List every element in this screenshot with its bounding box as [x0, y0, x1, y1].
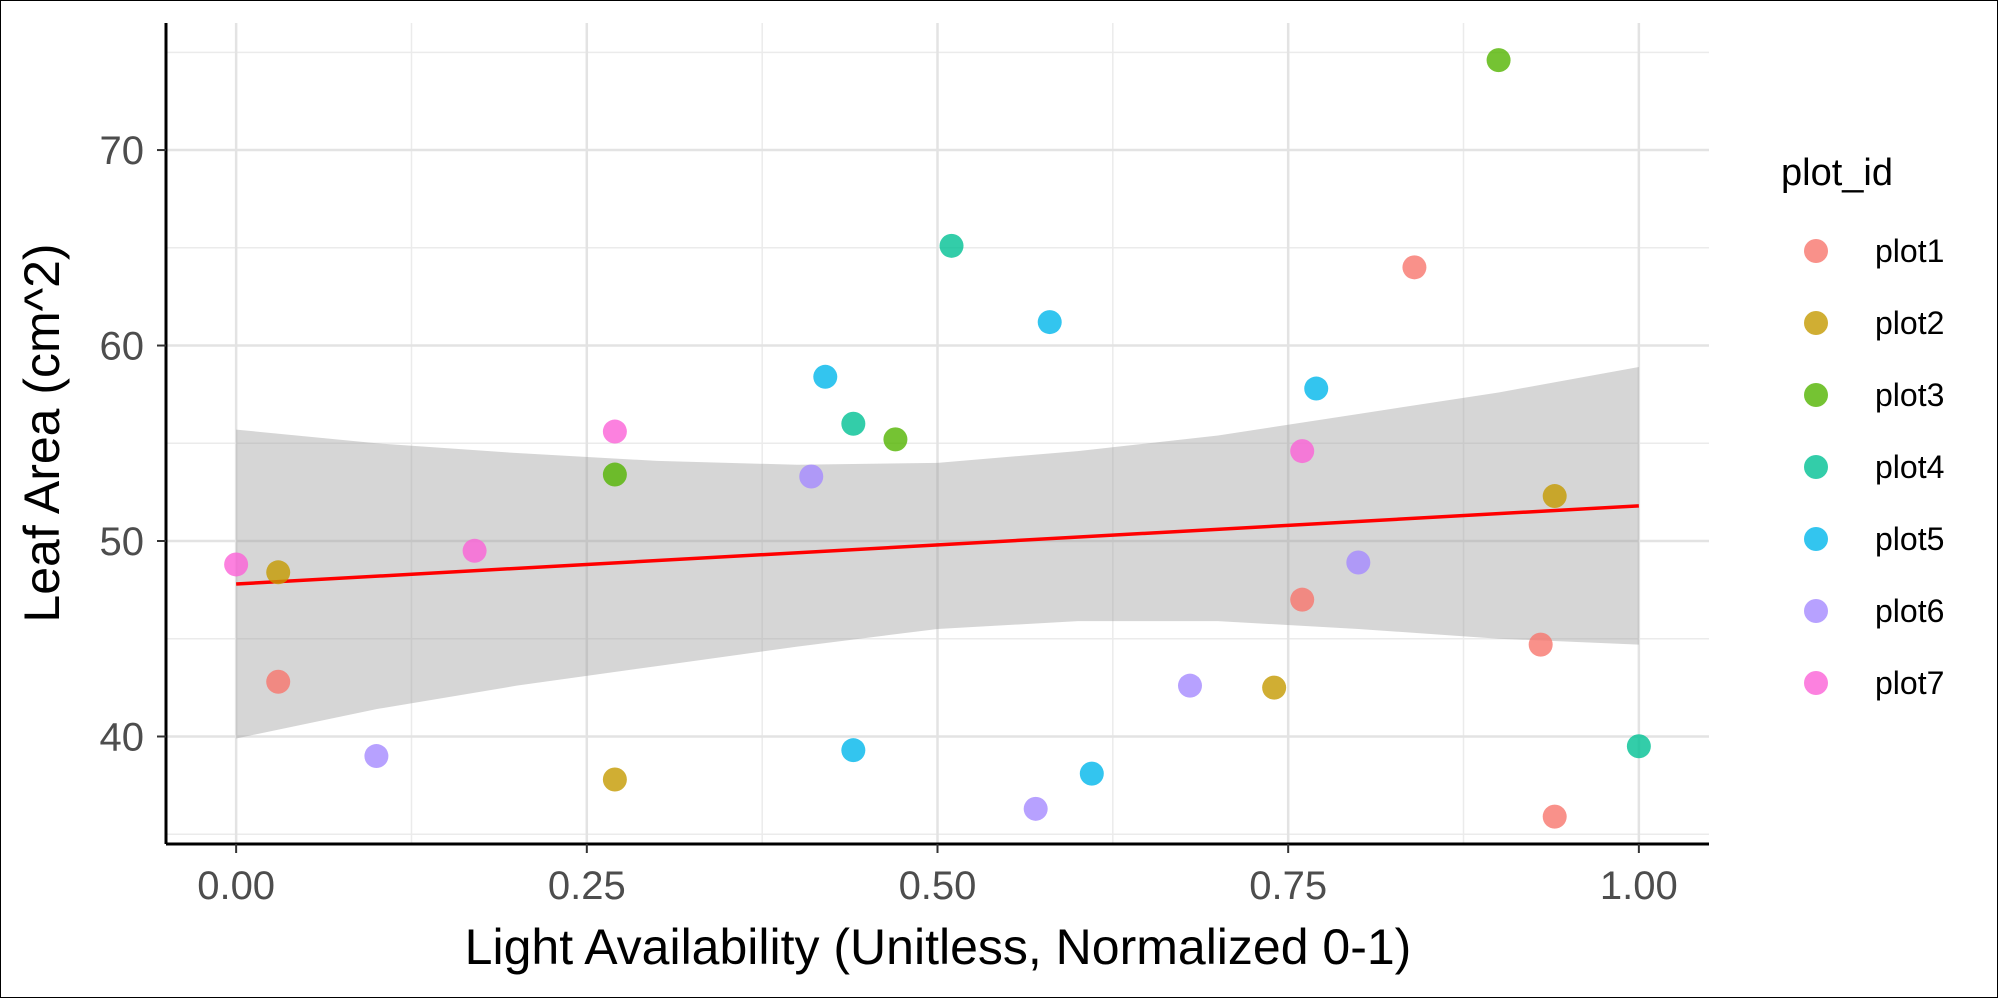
y-tick-label: 60 [100, 325, 145, 369]
data-point-plot7 [1290, 439, 1315, 464]
data-point-plot2 [1262, 675, 1287, 700]
data-point-plot1 [1542, 804, 1567, 829]
data-points [224, 48, 1651, 829]
data-point-plot3 [1486, 48, 1511, 73]
legend-key-plot5 [1804, 527, 1828, 551]
x-axis-title: Light Availability (Unitless, Normalized… [465, 919, 1412, 975]
legend-key-plot6 [1804, 599, 1828, 623]
y-tick-label: 70 [100, 129, 145, 173]
y-tick-label: 40 [100, 715, 145, 759]
data-point-plot1 [266, 669, 291, 694]
confidence-band-area [236, 367, 1639, 739]
legend-label-plot6: plot6 [1875, 593, 1944, 629]
legend: plot_id plot1 plot2 plot3 plot4 plot5 plot6 pl… [1781, 152, 1944, 701]
data-point-plot4 [1626, 734, 1651, 759]
confidence-band [236, 367, 1639, 739]
data-point-plot7 [224, 552, 249, 577]
legend-label-plot3: plot3 [1875, 377, 1944, 413]
legend-label-plot4: plot4 [1875, 449, 1944, 485]
regression-line [236, 504, 1639, 586]
legend-title: plot_id [1781, 152, 1893, 194]
data-point-plot7 [462, 538, 487, 563]
data-point-plot2 [602, 767, 627, 792]
data-point-plot4 [841, 411, 866, 436]
data-point-plot6 [799, 464, 824, 489]
x-tick-label: 0.75 [1249, 864, 1327, 908]
data-point-plot2 [1542, 484, 1567, 509]
data-point-plot6 [1346, 550, 1371, 575]
legend-key-plot7 [1804, 671, 1828, 695]
x-tick-label: 1.00 [1600, 864, 1678, 908]
x-tick-label: 0.00 [197, 864, 275, 908]
x-tick-label: 0.50 [899, 864, 977, 908]
data-point-plot7 [602, 419, 627, 444]
data-point-plot6 [1177, 673, 1202, 698]
legend-key-plot2 [1804, 311, 1828, 335]
data-point-plot1 [1528, 632, 1553, 657]
legend-key-plot3 [1804, 383, 1828, 407]
major-gridlines [166, 23, 1709, 844]
legend-label-plot7: plot7 [1875, 665, 1944, 701]
legend-label-plot1: plot1 [1875, 233, 1944, 269]
x-tick-label: 0.25 [548, 864, 626, 908]
fit-line [236, 504, 1639, 586]
data-point-plot3 [883, 427, 908, 452]
data-point-plot5 [1037, 310, 1062, 335]
data-point-plot4 [939, 233, 964, 258]
y-tick-label: 50 [100, 520, 145, 564]
data-point-plot5 [841, 738, 866, 763]
legend-label-plot2: plot2 [1875, 305, 1944, 341]
data-point-plot5 [813, 364, 838, 389]
legend-key-plot1 [1804, 239, 1828, 263]
data-point-plot1 [1402, 255, 1427, 280]
data-point-plot3 [602, 462, 627, 487]
data-point-plot5 [1304, 376, 1329, 401]
data-point-plot6 [364, 744, 389, 769]
y-axis-ticks: 40 50 60 70 [100, 129, 166, 759]
legend-key-plot4 [1804, 455, 1828, 479]
data-point-plot6 [1023, 796, 1048, 821]
y-axis-title: Leaf Area (cm^2) [14, 243, 70, 622]
data-point-plot1 [1290, 587, 1315, 612]
data-point-plot5 [1079, 761, 1104, 786]
data-point-plot2 [266, 560, 291, 585]
x-axis-ticks: 0.00 0.25 0.50 0.75 1.00 [197, 844, 1678, 908]
legend-label-plot5: plot5 [1875, 521, 1944, 557]
